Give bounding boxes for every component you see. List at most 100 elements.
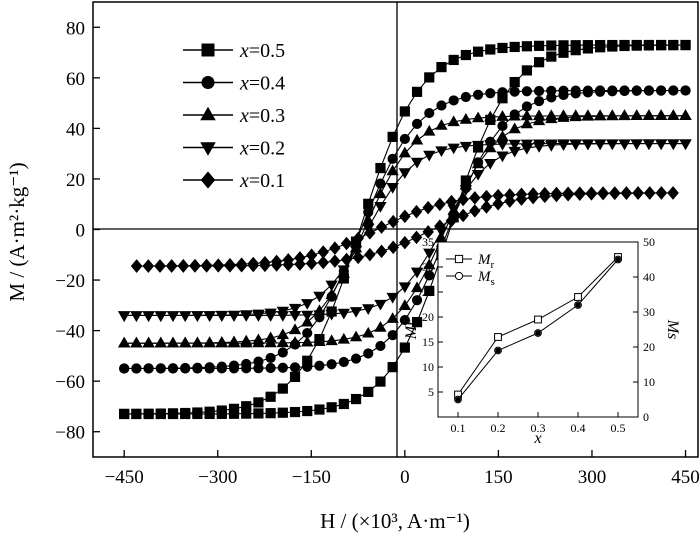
data-point xyxy=(630,109,643,121)
data-point xyxy=(340,252,353,267)
legend-label: x=0.2 xyxy=(239,138,285,160)
data-point xyxy=(191,336,204,348)
data-point xyxy=(484,140,497,151)
x-axis-title: H / (×10³, A·m⁻¹) xyxy=(320,509,470,533)
inset-right-tick-label: 10 xyxy=(643,375,655,389)
data-point xyxy=(276,311,289,322)
data-point xyxy=(119,363,130,374)
data-point xyxy=(595,42,606,53)
inset-left-tick-label: 30 xyxy=(422,260,434,274)
data-point xyxy=(410,157,424,169)
data-point xyxy=(203,336,216,348)
data-point xyxy=(509,76,520,88)
data-point xyxy=(597,186,609,201)
data-point xyxy=(154,336,167,348)
inset-x-tick-label: 0.5 xyxy=(611,421,626,435)
data-point xyxy=(313,291,326,303)
data-point xyxy=(362,304,375,316)
inset-x-tick-label: 0.2 xyxy=(491,421,506,435)
data-point xyxy=(606,139,619,151)
data-point xyxy=(313,335,326,346)
data-point xyxy=(289,371,301,383)
data-point xyxy=(363,348,374,359)
data-point xyxy=(350,393,362,405)
data-point xyxy=(558,47,569,58)
data-point xyxy=(546,40,557,51)
data-point xyxy=(374,321,387,332)
data-point xyxy=(631,85,642,96)
data-point xyxy=(642,109,656,120)
data-point xyxy=(180,363,191,374)
data-point xyxy=(607,86,618,97)
data-point xyxy=(424,72,435,83)
data-point xyxy=(546,51,557,62)
data-point xyxy=(436,62,447,73)
data-point xyxy=(398,168,412,179)
data-point xyxy=(288,310,302,322)
data-point xyxy=(668,40,679,51)
data-point xyxy=(204,363,215,374)
y-tick-label: −40 xyxy=(55,322,85,343)
data-point xyxy=(480,200,493,214)
data-point xyxy=(448,54,459,66)
data-point xyxy=(656,85,667,96)
data-point xyxy=(352,231,364,246)
data-point xyxy=(448,95,459,106)
data-point xyxy=(216,363,227,374)
data-point xyxy=(485,44,496,55)
legend-item: x=0.1 xyxy=(183,170,285,192)
axis-ticks: −450 −300 −150 0 150 300 450−80−60−40−20020406… xyxy=(55,18,699,488)
data-point xyxy=(301,335,314,347)
data-point xyxy=(533,57,545,68)
data-point xyxy=(131,363,142,374)
inset-filled-point xyxy=(455,396,461,403)
data-point xyxy=(607,41,618,52)
data-point xyxy=(472,89,484,100)
data-point xyxy=(520,143,534,155)
data-point xyxy=(656,40,667,51)
inset-right-title-text: Ms xyxy=(664,319,681,340)
data-point xyxy=(118,336,131,348)
data-point xyxy=(423,124,436,136)
data-point xyxy=(200,259,213,273)
x-tick-label: 150 xyxy=(484,467,513,488)
inset-x-tick-label: 0.3 xyxy=(531,421,546,435)
data-point xyxy=(496,151,509,163)
data-point xyxy=(288,336,302,347)
data-point xyxy=(167,363,179,374)
data-point xyxy=(337,332,350,344)
data-point xyxy=(619,40,630,52)
data-point xyxy=(643,40,655,51)
data-point xyxy=(288,323,302,335)
data-point xyxy=(497,42,508,54)
data-point xyxy=(654,109,668,120)
data-point xyxy=(496,110,509,121)
data-point xyxy=(398,146,412,158)
data-point xyxy=(130,311,143,322)
data-point xyxy=(374,187,387,199)
data-point xyxy=(228,408,240,419)
data-point xyxy=(545,112,558,124)
data-point xyxy=(265,352,276,364)
data-point xyxy=(387,240,399,255)
inset-chart: 0.1 0.2 0.3 0.4 0.5 5 10 15 20 25 30 35 0 10 20 30 40 50 x… xyxy=(403,235,681,447)
data-point xyxy=(471,111,485,123)
data-point xyxy=(667,186,679,200)
data-point xyxy=(562,188,574,202)
inset-legend-marker xyxy=(454,254,464,264)
data-point xyxy=(301,299,314,310)
data-point xyxy=(166,336,180,348)
data-point xyxy=(155,408,166,420)
data-point xyxy=(434,219,446,233)
data-point xyxy=(410,230,423,245)
data-point xyxy=(288,303,302,315)
data-point xyxy=(374,202,387,213)
data-point xyxy=(155,363,166,374)
data-point xyxy=(375,376,386,387)
legend-marker xyxy=(200,106,216,121)
data-point xyxy=(302,405,313,417)
data-point xyxy=(130,259,143,273)
x-tick-label: 300 xyxy=(578,467,607,488)
data-point xyxy=(574,187,586,202)
data-point xyxy=(550,188,563,203)
